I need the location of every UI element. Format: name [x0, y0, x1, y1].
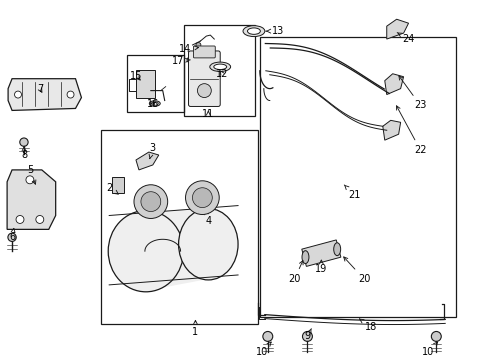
Circle shape: [26, 176, 34, 184]
Circle shape: [16, 216, 24, 224]
Circle shape: [141, 192, 161, 212]
Ellipse shape: [108, 211, 184, 292]
Polygon shape: [7, 170, 56, 229]
Text: 21: 21: [344, 185, 360, 200]
Text: 7: 7: [37, 84, 43, 94]
FancyBboxPatch shape: [112, 177, 124, 193]
Circle shape: [193, 188, 212, 208]
Circle shape: [196, 42, 201, 48]
Bar: [101, 130, 258, 324]
Text: 12: 12: [216, 69, 228, 79]
FancyBboxPatch shape: [136, 70, 155, 98]
Text: 4: 4: [205, 211, 211, 226]
Text: 11: 11: [202, 109, 215, 120]
Text: 5: 5: [27, 165, 36, 184]
Ellipse shape: [247, 28, 260, 34]
Text: 2: 2: [106, 183, 118, 194]
Text: 23: 23: [399, 76, 427, 111]
Ellipse shape: [243, 26, 265, 37]
Circle shape: [197, 84, 211, 98]
Circle shape: [15, 91, 22, 98]
Text: 10: 10: [422, 342, 438, 357]
Text: 6: 6: [9, 228, 15, 242]
Text: 24: 24: [397, 32, 415, 44]
Text: 22: 22: [396, 106, 427, 155]
Ellipse shape: [334, 243, 341, 256]
Text: 3: 3: [149, 143, 156, 159]
Bar: [260, 37, 456, 316]
Circle shape: [302, 332, 313, 341]
Ellipse shape: [210, 62, 231, 72]
Ellipse shape: [149, 101, 160, 106]
Polygon shape: [8, 79, 81, 111]
Polygon shape: [136, 152, 159, 170]
Ellipse shape: [178, 208, 238, 280]
Text: 13: 13: [266, 26, 284, 36]
Ellipse shape: [302, 251, 309, 264]
Text: 10: 10: [256, 342, 271, 357]
Circle shape: [134, 185, 168, 219]
Circle shape: [67, 91, 74, 98]
Polygon shape: [302, 240, 341, 266]
Text: 9: 9: [304, 329, 311, 341]
Text: 17: 17: [172, 56, 190, 66]
Circle shape: [263, 332, 273, 341]
Polygon shape: [387, 19, 409, 39]
Text: 16: 16: [147, 99, 159, 109]
Text: 18: 18: [360, 319, 377, 332]
Text: 8: 8: [21, 147, 27, 160]
Text: 19: 19: [315, 260, 327, 274]
Ellipse shape: [214, 64, 227, 69]
Bar: [127, 55, 184, 112]
Ellipse shape: [187, 55, 206, 64]
Bar: [184, 25, 255, 116]
Polygon shape: [146, 208, 208, 291]
Text: 20: 20: [343, 257, 370, 284]
Circle shape: [8, 233, 16, 242]
Text: 20: 20: [289, 261, 303, 284]
FancyBboxPatch shape: [194, 46, 215, 58]
Text: 1: 1: [193, 320, 198, 337]
Ellipse shape: [191, 57, 202, 63]
Text: 14: 14: [179, 44, 198, 54]
Circle shape: [36, 216, 44, 224]
Circle shape: [431, 332, 441, 341]
Text: 15: 15: [130, 71, 142, 81]
Polygon shape: [385, 74, 404, 95]
Polygon shape: [383, 120, 401, 140]
Ellipse shape: [151, 102, 158, 105]
Circle shape: [186, 181, 219, 215]
FancyBboxPatch shape: [189, 51, 220, 107]
Circle shape: [20, 138, 28, 146]
